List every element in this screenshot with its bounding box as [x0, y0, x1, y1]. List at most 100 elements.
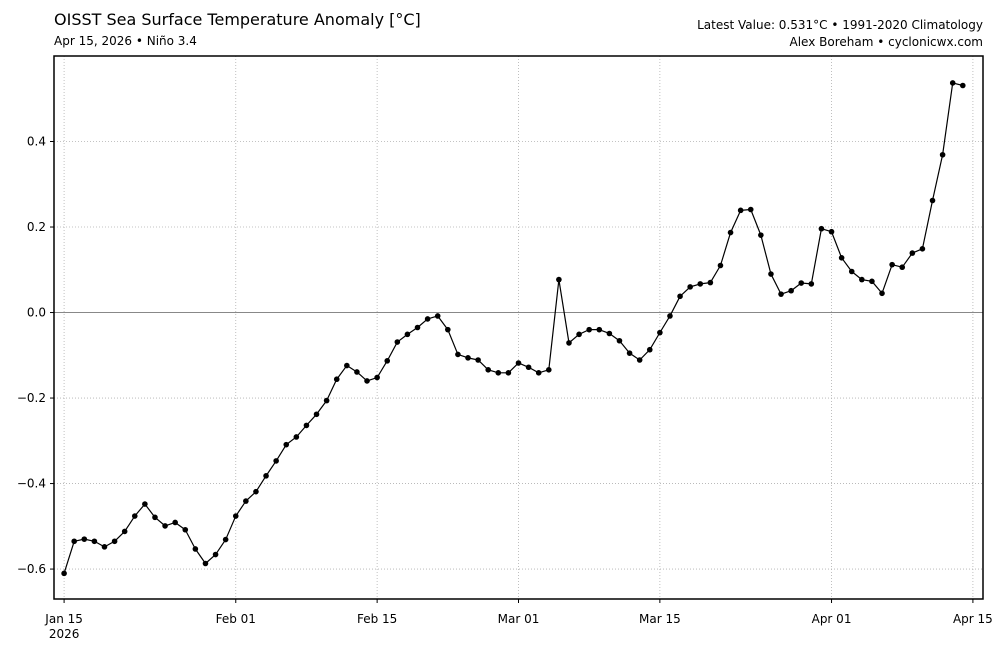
data-point: [414, 324, 421, 331]
y-tick-label: 0.4: [27, 135, 46, 149]
data-point: [303, 422, 310, 429]
data-point: [232, 513, 239, 519]
axis-ticks: [50, 141, 974, 603]
data-point: [111, 538, 118, 545]
data-point: [576, 331, 582, 338]
data-point: [485, 367, 492, 373]
data-point: [354, 369, 360, 375]
x-tick-label: Feb 15: [357, 612, 397, 626]
data-point: [212, 551, 219, 558]
data-point: [434, 313, 441, 319]
data-point: [142, 501, 148, 507]
data-point: [364, 378, 370, 384]
data-point: [243, 498, 249, 504]
data-point: [808, 281, 815, 287]
data-point: [162, 523, 168, 529]
data-point: [495, 370, 502, 376]
x-tick-label: Mar 01: [498, 612, 540, 626]
data-point: [848, 268, 855, 275]
data-point: [707, 279, 714, 286]
data-point: [384, 358, 391, 364]
data-point: [535, 370, 542, 376]
data-point: [838, 255, 845, 261]
data-point: [131, 513, 138, 519]
data-point: [717, 262, 724, 269]
data-point: [646, 346, 653, 353]
data-point: [253, 488, 259, 495]
x-tick-label: Apr 01: [812, 612, 852, 626]
series-group: [61, 80, 966, 577]
data-point: [283, 441, 290, 448]
data-point: [172, 519, 178, 526]
data-point: [333, 376, 340, 383]
data-point: [859, 276, 865, 283]
data-point: [465, 355, 471, 361]
data-point: [101, 544, 108, 550]
data-point: [81, 536, 88, 542]
data-point: [616, 337, 623, 344]
data-point: [313, 411, 320, 418]
chart-subtitle: Apr 15, 2026 • Niño 3.4: [54, 34, 197, 48]
data-point: [505, 370, 512, 376]
data-point: [192, 546, 199, 552]
data-point: [798, 280, 805, 286]
data-point: [344, 362, 350, 369]
data-point: [515, 360, 522, 366]
series-line: [63, 82, 963, 574]
data-point: [737, 207, 744, 214]
data-point: [475, 357, 481, 363]
data-point: [182, 526, 189, 533]
data-point: [828, 228, 835, 235]
data-point: [596, 326, 603, 333]
data-point: [424, 316, 431, 322]
data-point: [919, 246, 926, 252]
data-point: [889, 261, 895, 268]
data-point: [747, 206, 754, 213]
data-point: [404, 331, 411, 338]
data-point: [788, 287, 794, 294]
y-tick-label: 0.0: [27, 306, 46, 320]
data-point: [667, 313, 673, 319]
data-point: [394, 339, 401, 345]
x-tick-label: Feb 01: [216, 612, 256, 626]
data-point: [697, 281, 704, 287]
data-point: [525, 364, 532, 371]
data-point: [263, 473, 269, 479]
data-point: [636, 357, 643, 363]
data-point: [545, 367, 552, 373]
data-point: [152, 514, 158, 521]
data-point: [929, 197, 936, 204]
data-point: [939, 151, 946, 158]
data-point: [727, 229, 734, 236]
data-point: [71, 538, 77, 545]
data-point: [909, 250, 916, 256]
data-point: [374, 374, 380, 381]
data-point: [566, 340, 572, 346]
x-tick-label: Jan 15: [44, 612, 83, 626]
data-point: [121, 528, 128, 535]
data-point: [949, 80, 956, 86]
data-point: [556, 276, 562, 283]
data-point: [677, 293, 683, 300]
data-point: [455, 351, 461, 358]
data-point: [899, 264, 906, 271]
y-tick-label: −0.6: [17, 562, 46, 576]
chart-title: OISST Sea Surface Temperature Anomaly [°…: [54, 10, 421, 29]
data-point: [768, 271, 774, 277]
y-tick-label: 0.2: [27, 220, 46, 234]
data-point: [626, 350, 633, 356]
data-point: [323, 397, 330, 404]
data-point: [273, 458, 279, 464]
y-tick-label: −0.2: [17, 391, 46, 405]
x-tick-label: Mar 15: [639, 612, 681, 626]
data-point: [758, 232, 764, 238]
data-point: [202, 560, 209, 567]
data-point: [657, 329, 663, 336]
data-point: [606, 330, 613, 337]
data-point: [222, 536, 229, 543]
data-point: [91, 538, 98, 545]
data-point: [879, 290, 885, 297]
data-point: [293, 434, 300, 440]
